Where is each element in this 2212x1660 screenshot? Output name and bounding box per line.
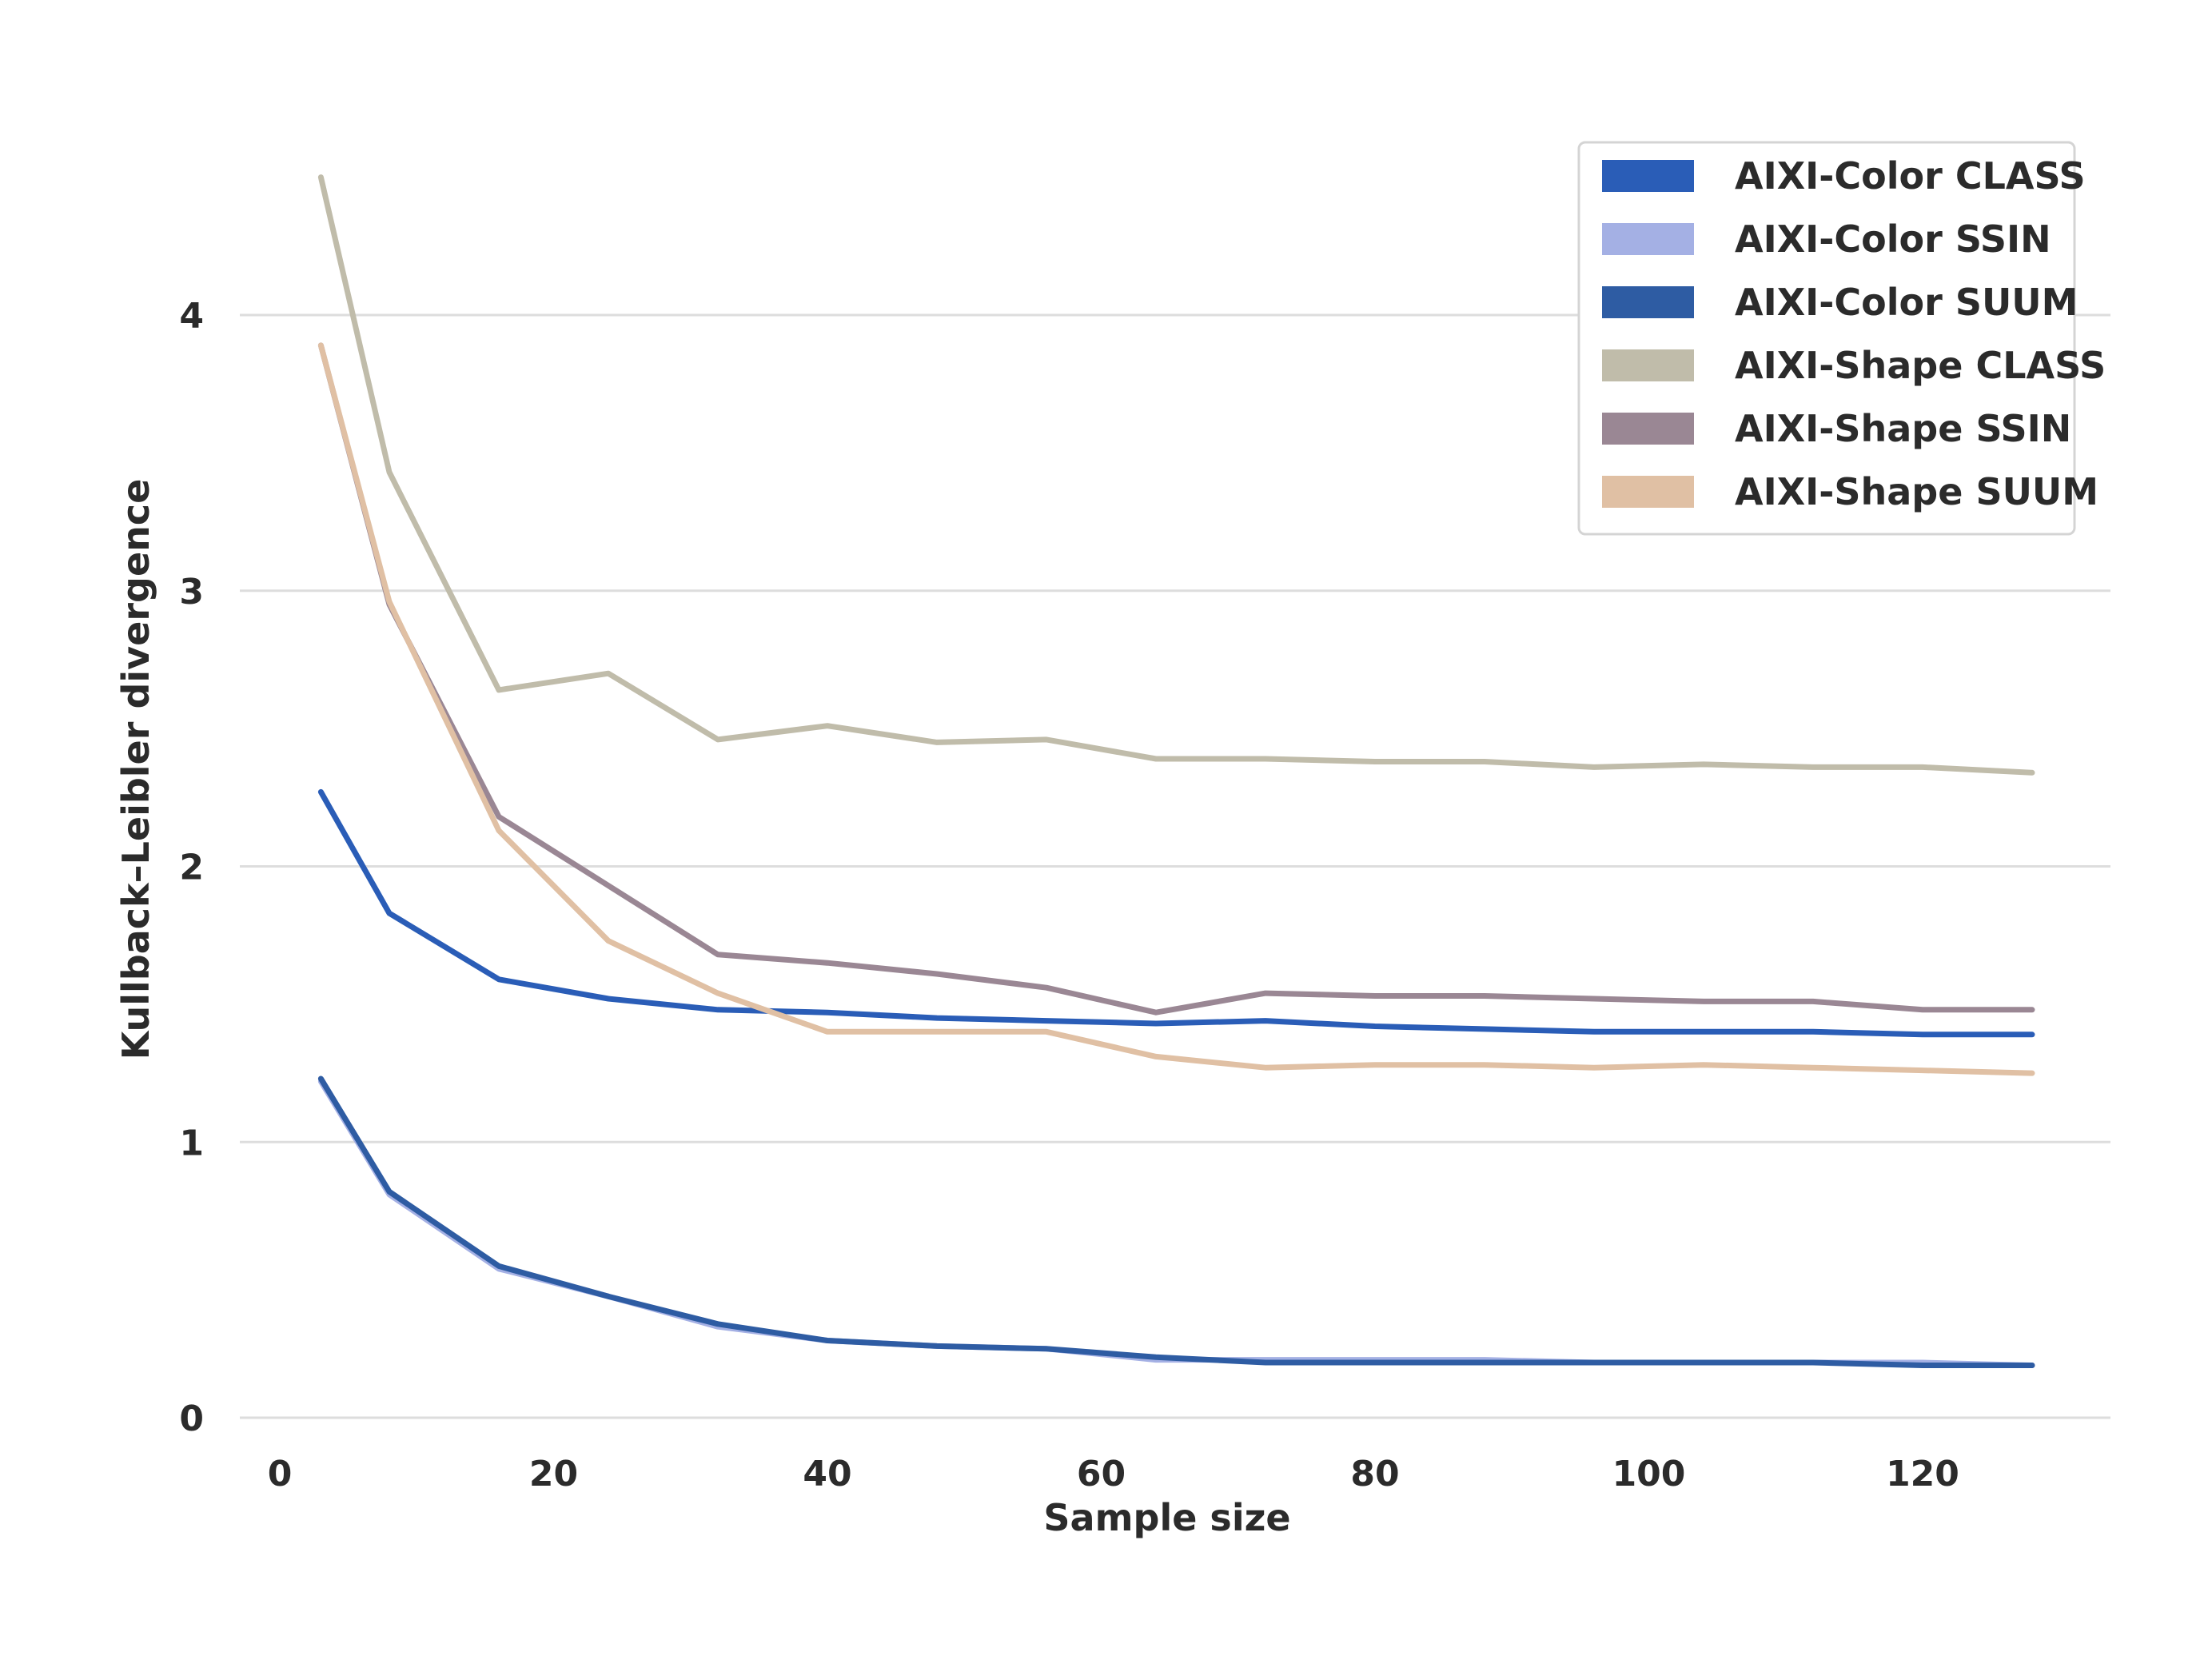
y-axis-label: Kullback–Leibler divergence <box>114 479 157 1060</box>
legend-swatch <box>1602 349 1694 381</box>
legend: AIXI-Color CLASS AIXI-Color SSIN AIXI-Colo… <box>1577 141 2106 536</box>
y-tick-label: 2 <box>179 848 204 888</box>
series-line-aixi-shape-class <box>317 174 2035 776</box>
legend-label: AIXI-Shape SUUM <box>1735 470 2098 513</box>
x-tick-label: 60 <box>1077 1454 1126 1494</box>
x-tick-label: 0 <box>268 1454 293 1494</box>
x-tick-label: 80 <box>1350 1454 1399 1494</box>
legend-swatch <box>1602 413 1694 445</box>
legend-swatch <box>1602 476 1694 508</box>
y-tick-label: 3 <box>179 572 204 613</box>
x-tick-label: 20 <box>529 1454 578 1494</box>
legend-label: AIXI-Color SUUM <box>1735 281 2078 324</box>
series-line-aixi-color-suum <box>317 1075 2035 1368</box>
y-tick-label: 1 <box>179 1123 204 1163</box>
series-line-aixi-color-class <box>317 788 2035 1038</box>
legend-label: AIXI-Color SSIN <box>1735 217 2051 261</box>
x-tick-label: 120 <box>1886 1454 1959 1494</box>
legend-frame <box>1577 141 2076 536</box>
y-tick-label: 4 <box>179 296 204 337</box>
series-lines <box>317 174 2035 1368</box>
legend-label: AIXI-Shape SSIN <box>1735 407 2071 450</box>
series-line-aixi-color-ssin <box>317 1078 2035 1368</box>
x-tick-label: 40 <box>803 1454 851 1494</box>
legend-swatch <box>1602 160 1694 192</box>
x-axis-label: Sample size <box>1043 1496 1290 1539</box>
legend-swatch <box>1602 223 1694 255</box>
grid-lines <box>240 313 2110 1419</box>
legend-label: AIXI-Shape CLASS <box>1735 344 2106 387</box>
y-axis-ticks: 0 1 2 3 4 <box>179 296 204 1439</box>
legend-swatch <box>1602 286 1694 318</box>
series-line-aixi-shape-ssin <box>317 342 2035 1016</box>
x-tick-label: 100 <box>1612 1454 1686 1494</box>
x-axis-ticks: 0 20 40 60 80 100 120 <box>268 1454 1959 1494</box>
y-tick-label: 0 <box>179 1399 204 1439</box>
series-line-aixi-shape-suum <box>317 342 2035 1076</box>
legend-label: AIXI-Color CLASS <box>1735 154 2086 198</box>
